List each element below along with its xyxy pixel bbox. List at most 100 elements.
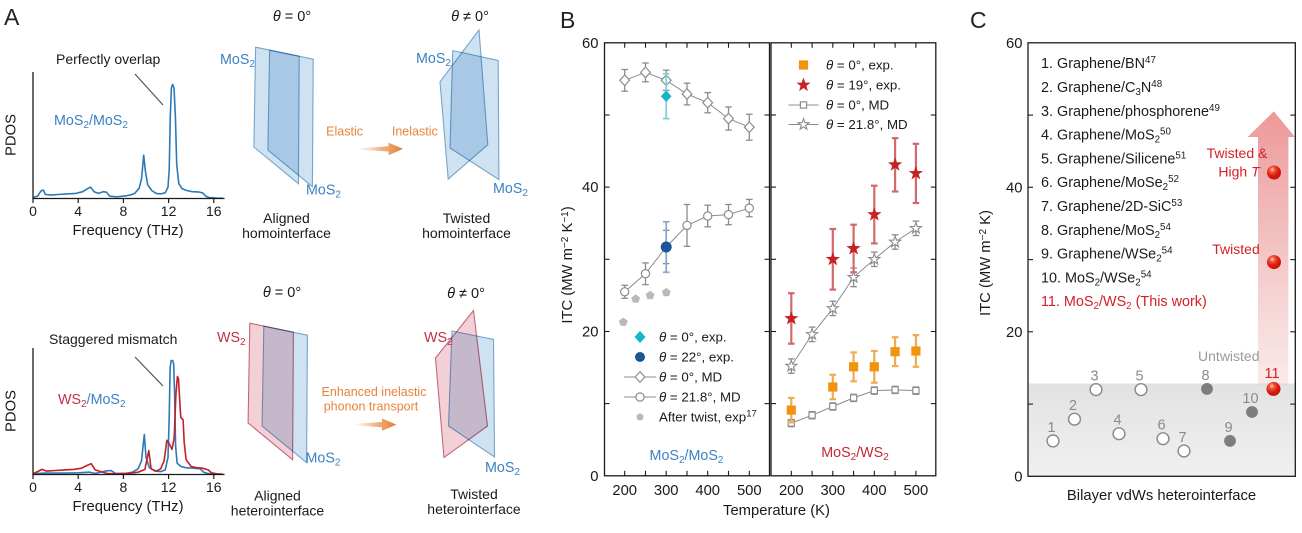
svg-text:200: 200 <box>779 483 804 499</box>
svg-text:9. Graphene/WSe254: 9. Graphene/WSe254 <box>1041 246 1173 265</box>
svg-text:MoS2/MoS2: MoS2/MoS2 <box>650 448 724 466</box>
svg-text:ITC (MW m−2 K−1): ITC (MW m−2 K−1) <box>560 206 576 323</box>
svg-text:After twist, exp17: After twist, exp17 <box>659 409 757 425</box>
svg-text:500: 500 <box>737 483 762 499</box>
svg-text:ITC (MW m−2 K): ITC (MW m−2 K) <box>978 210 994 316</box>
svg-text:Frequency (THz): Frequency (THz) <box>73 499 184 515</box>
svg-text:Aligned: Aligned <box>254 488 301 504</box>
svg-text:6. Graphene/MoSe252: 6. Graphene/MoSe252 <box>1041 174 1179 193</box>
svg-text:MoS2: MoS2 <box>416 51 451 69</box>
svg-text:PDOS: PDOS <box>4 390 20 432</box>
svg-text:0: 0 <box>590 469 598 485</box>
svg-text:0: 0 <box>1014 469 1022 485</box>
svg-text:Twisted: Twisted <box>443 210 490 226</box>
svg-text:Aligned: Aligned <box>263 210 310 226</box>
svg-text:300: 300 <box>654 483 679 499</box>
svg-text:High T: High T <box>1218 164 1261 180</box>
svg-text:40: 40 <box>582 180 598 196</box>
svg-text:θ = 0°: θ = 0° <box>273 9 311 25</box>
svg-text:0: 0 <box>29 479 37 495</box>
svg-text:7: 7 <box>1178 430 1186 446</box>
svg-text:θ = 0°, exp.: θ = 0°, exp. <box>659 330 727 345</box>
svg-text:8: 8 <box>120 203 128 219</box>
svg-text:MoS2: MoS2 <box>485 460 520 478</box>
svg-text:Untwisted: Untwisted <box>1198 348 1259 364</box>
svg-text:5: 5 <box>1135 369 1143 385</box>
svg-text:Bilayer vdWs heterointerface: Bilayer vdWs heterointerface <box>1067 488 1256 504</box>
svg-text:PDOS: PDOS <box>4 114 20 156</box>
svg-text:8. Graphene/MoS254: 8. Graphene/MoS254 <box>1041 222 1171 241</box>
svg-text:4. Graphene/MoS250: 4. Graphene/MoS250 <box>1041 127 1171 146</box>
svg-text:2: 2 <box>1069 398 1077 414</box>
svg-text:θ ≠ 0°: θ ≠ 0° <box>451 9 489 25</box>
svg-text:Frequency (THz): Frequency (THz) <box>73 223 184 239</box>
svg-text:1: 1 <box>1047 420 1055 436</box>
svg-text:Twisted: Twisted <box>1212 241 1259 257</box>
svg-text:θ = 21.8°, MD: θ = 21.8°, MD <box>826 117 908 132</box>
svg-text:9: 9 <box>1224 420 1232 436</box>
svg-text:θ = 19°, exp.: θ = 19°, exp. <box>826 78 901 93</box>
svg-text:B: B <box>560 7 575 33</box>
svg-text:Inelastic: Inelastic <box>392 124 438 138</box>
svg-text:Perfectly overlap: Perfectly overlap <box>56 51 160 67</box>
svg-text:MoS2: MoS2 <box>306 183 341 201</box>
svg-text:WS2/MoS2: WS2/MoS2 <box>58 392 126 410</box>
svg-text:5. Graphene/Silicene51: 5. Graphene/Silicene51 <box>1041 150 1186 167</box>
svg-text:8: 8 <box>120 479 128 495</box>
svg-text:12: 12 <box>161 203 177 219</box>
svg-text:6: 6 <box>1157 418 1165 434</box>
svg-text:7. Graphene/2D-SiC53: 7. Graphene/2D-SiC53 <box>1041 198 1183 215</box>
svg-text:20: 20 <box>582 325 598 341</box>
svg-text:MoS2: MoS2 <box>493 181 528 199</box>
svg-text:12: 12 <box>161 479 177 495</box>
svg-text:300: 300 <box>820 483 845 499</box>
svg-text:heterointerface: heterointerface <box>231 503 325 519</box>
svg-text:3: 3 <box>1090 369 1098 385</box>
svg-text:WS2: WS2 <box>424 330 453 348</box>
svg-text:Twisted: Twisted <box>450 486 497 502</box>
svg-text:MoS2: MoS2 <box>306 451 341 469</box>
svg-text:Temperature (K): Temperature (K) <box>723 503 830 519</box>
svg-text:10. MoS2/WSe254: 10. MoS2/WSe254 <box>1041 269 1152 288</box>
svg-text:Enhanced inelastic: Enhanced inelastic <box>322 385 427 399</box>
svg-text:C: C <box>970 7 987 33</box>
svg-text:3. Graphene/phosphorene49: 3. Graphene/phosphorene49 <box>1041 103 1220 120</box>
svg-text:1. Graphene/BN47: 1. Graphene/BN47 <box>1041 55 1156 72</box>
svg-text:θ ≠ 0°: θ ≠ 0° <box>447 286 485 302</box>
svg-text:200: 200 <box>612 483 637 499</box>
svg-text:4: 4 <box>74 203 82 219</box>
svg-text:20: 20 <box>1006 325 1022 341</box>
svg-text:60: 60 <box>582 36 598 52</box>
svg-text:4: 4 <box>74 479 82 495</box>
svg-text:400: 400 <box>695 483 720 499</box>
svg-text:16: 16 <box>206 203 222 219</box>
svg-text:Twisted &: Twisted & <box>1207 145 1268 161</box>
svg-text:500: 500 <box>904 483 929 499</box>
svg-text:MoS2/WS2: MoS2/WS2 <box>821 445 889 463</box>
svg-text:4: 4 <box>1113 413 1121 429</box>
svg-text:WS2: WS2 <box>217 330 246 348</box>
svg-text:Elastic: Elastic <box>326 124 363 138</box>
svg-text:11. MoS2/WS2 (This work): 11. MoS2/WS2 (This work) <box>1041 294 1207 312</box>
svg-text:400: 400 <box>862 483 887 499</box>
svg-text:A: A <box>4 4 20 30</box>
svg-text:θ = 22°, exp.: θ = 22°, exp. <box>659 350 734 365</box>
svg-text:0: 0 <box>29 203 37 219</box>
svg-text:heterointerface: heterointerface <box>427 501 521 517</box>
svg-text:60: 60 <box>1006 36 1022 52</box>
svg-text:11: 11 <box>1264 366 1279 382</box>
svg-text:phonon transport: phonon transport <box>324 400 419 414</box>
svg-text:homointerface: homointerface <box>242 225 331 241</box>
svg-text:Staggered mismatch: Staggered mismatch <box>49 331 177 347</box>
svg-text:θ = 21.8°, MD: θ = 21.8°, MD <box>659 390 741 405</box>
svg-text:homointerface: homointerface <box>422 225 511 241</box>
svg-text:MoS2/MoS2: MoS2/MoS2 <box>54 113 128 131</box>
svg-text:θ = 0°, MD: θ = 0°, MD <box>826 98 889 113</box>
svg-text:16: 16 <box>206 479 222 495</box>
svg-text:θ = 0°: θ = 0° <box>263 285 301 301</box>
svg-text:8: 8 <box>1201 368 1209 384</box>
svg-text:θ = 0°, exp.: θ = 0°, exp. <box>826 58 894 73</box>
svg-text:10: 10 <box>1242 391 1258 407</box>
svg-text:MoS2: MoS2 <box>220 52 255 70</box>
svg-text:θ = 0°, MD: θ = 0°, MD <box>659 370 722 385</box>
